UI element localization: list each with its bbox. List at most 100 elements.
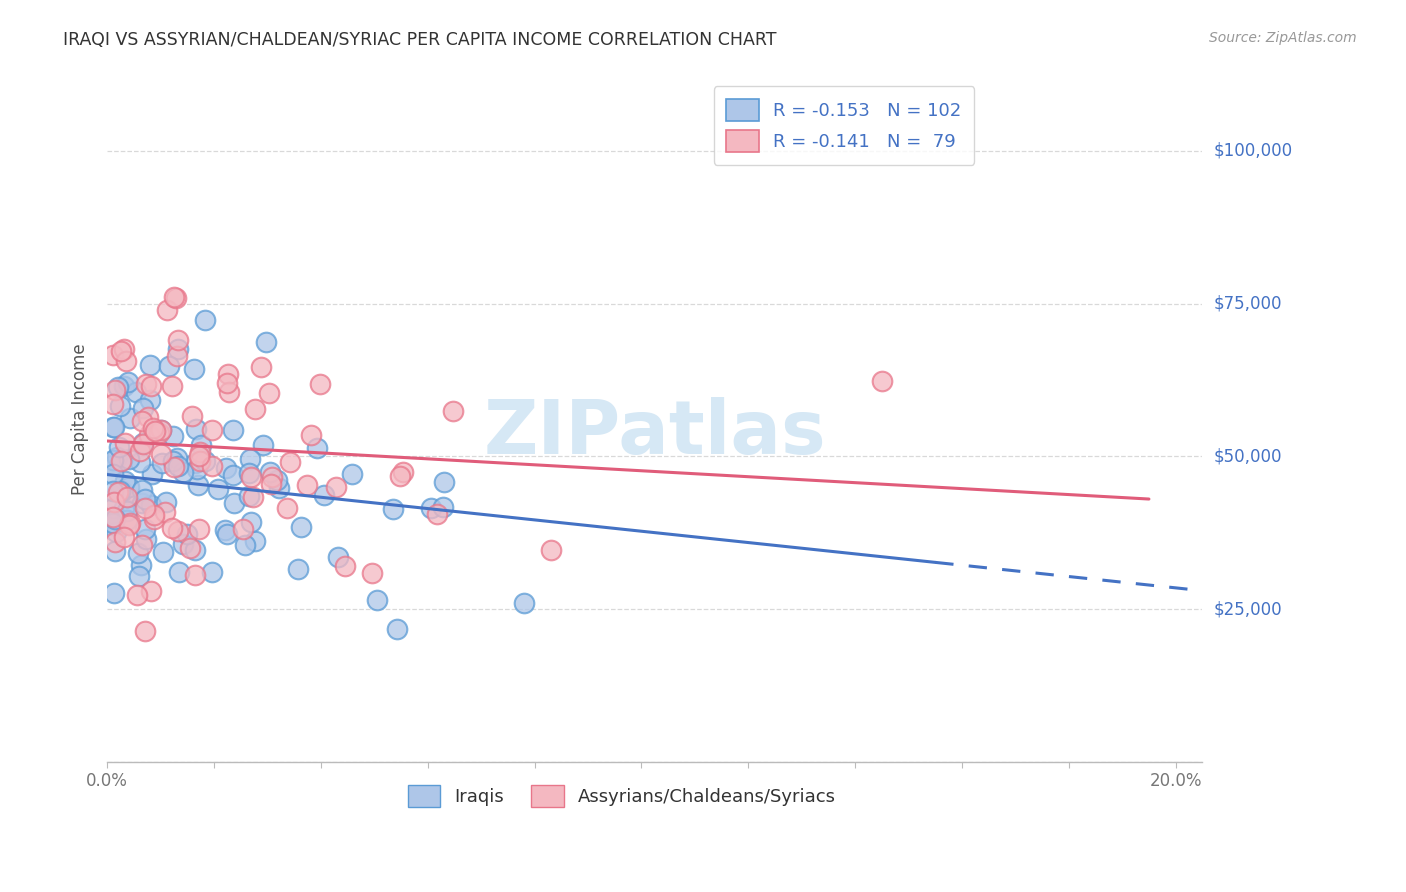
Point: [242, 490, 264, 504]
Point: [101, 517, 124, 532]
Point: [254, 335, 277, 350]
Point: [120, 411, 142, 425]
Point: [131, 414, 153, 428]
Point: [139, 359, 162, 373]
Point: [129, 558, 152, 572]
Point: [360, 566, 382, 581]
Point: [188, 445, 211, 459]
Point: [184, 542, 207, 557]
Point: [239, 515, 262, 529]
Text: ZIPatlas: ZIPatlas: [484, 397, 827, 470]
Point: [232, 522, 254, 536]
Point: [190, 438, 212, 452]
Point: [160, 521, 183, 535]
Point: [132, 437, 155, 451]
Point: [108, 399, 131, 413]
Point: [105, 524, 128, 539]
Point: [101, 453, 124, 467]
Point: [107, 380, 129, 394]
Point: [101, 500, 124, 515]
Point: [135, 532, 157, 546]
Point: [172, 465, 194, 479]
Point: [179, 541, 201, 555]
Point: [115, 513, 138, 527]
Point: [155, 495, 177, 509]
Point: [166, 349, 188, 363]
Point: [149, 423, 172, 437]
Point: [134, 491, 156, 506]
Point: [118, 517, 141, 532]
Point: [132, 401, 155, 415]
Point: [176, 526, 198, 541]
Point: [201, 459, 224, 474]
Point: [214, 523, 236, 537]
Point: [166, 450, 188, 465]
Y-axis label: Per Capita Income: Per Capita Income: [72, 343, 89, 495]
Point: [167, 524, 190, 539]
Point: [215, 461, 238, 475]
Point: [287, 562, 309, 576]
Point: [115, 504, 138, 518]
Point: [115, 490, 138, 504]
Point: [540, 542, 562, 557]
Text: $100,000: $100,000: [1213, 142, 1292, 160]
Point: [420, 500, 443, 515]
Point: [167, 342, 190, 356]
Point: [108, 440, 131, 454]
Point: [312, 488, 335, 502]
Point: [101, 516, 124, 530]
Point: [112, 342, 135, 356]
Point: [426, 507, 449, 521]
Point: [114, 354, 136, 368]
Point: [138, 392, 160, 407]
Point: [128, 569, 150, 583]
Point: [129, 455, 152, 469]
Point: [114, 474, 136, 488]
Point: [342, 467, 364, 481]
Point: [187, 477, 209, 491]
Point: [101, 484, 124, 499]
Point: [142, 512, 165, 526]
Point: [104, 383, 127, 397]
Point: [131, 537, 153, 551]
Point: [257, 385, 280, 400]
Point: [165, 291, 187, 305]
Point: [167, 333, 190, 347]
Point: [111, 453, 134, 467]
Point: [238, 489, 260, 503]
Point: [299, 427, 322, 442]
Point: [152, 545, 174, 559]
Point: [290, 520, 312, 534]
Point: [108, 483, 131, 498]
Point: [136, 410, 159, 425]
Point: [252, 437, 274, 451]
Point: [382, 502, 405, 516]
Point: [240, 470, 263, 484]
Point: [103, 420, 125, 434]
Point: [156, 303, 179, 318]
Point: [162, 429, 184, 443]
Point: [172, 537, 194, 551]
Point: [201, 423, 224, 437]
Point: [112, 501, 135, 516]
Point: [143, 425, 166, 439]
Point: [127, 546, 149, 560]
Point: [134, 624, 156, 639]
Point: [194, 453, 217, 467]
Point: [103, 585, 125, 599]
Point: [103, 495, 125, 509]
Point: [104, 544, 127, 558]
Point: [513, 596, 536, 610]
Point: [391, 466, 413, 480]
Point: [222, 495, 245, 509]
Point: [103, 348, 125, 362]
Point: [153, 505, 176, 519]
Point: [110, 453, 132, 467]
Point: [149, 446, 172, 460]
Point: [163, 459, 186, 474]
Point: [105, 450, 128, 465]
Point: [233, 538, 256, 552]
Point: [160, 379, 183, 393]
Point: [104, 512, 127, 526]
Point: [183, 362, 205, 376]
